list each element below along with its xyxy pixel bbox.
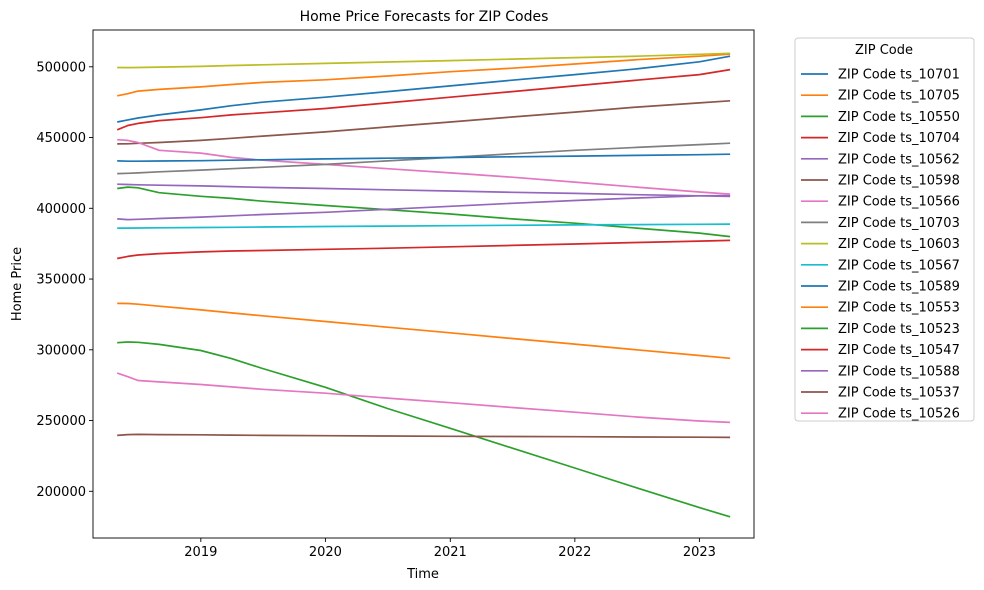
x-axis: 2019 2020 2021 2022 2023 [184, 538, 716, 560]
y-tick-label: 300000 [36, 343, 86, 358]
legend-label-5: ZIP Code ts_10598 [838, 174, 960, 189]
legend-label-15: ZIP Code ts_10537 [838, 386, 960, 401]
series-line-10 [117, 153, 731, 163]
series-line-2 [117, 186, 731, 238]
series-line-11 [117, 302, 731, 360]
series-line-13 [117, 239, 731, 260]
y-tick-label: 350000 [36, 273, 86, 288]
x-tick-label: 2020 [309, 545, 342, 560]
legend-label-1: ZIP Code ts_10705 [838, 89, 960, 104]
legend-items: ZIP Code ts_10701 ZIP Code ts_10705 ZIP Co… [801, 68, 960, 422]
legend-label-12: ZIP Code ts_10523 [838, 322, 960, 337]
chart-title: Home Price Forecasts for ZIP Codes [300, 9, 549, 25]
series-layer [116, 52, 731, 518]
y-axis-label: Home Price [10, 247, 25, 321]
legend-label-14: ZIP Code ts_10588 [838, 364, 960, 379]
series-line-12 [117, 341, 731, 518]
y-tick-label: 400000 [36, 202, 86, 217]
legend-frame [794, 37, 975, 422]
series-line-5 [117, 99, 731, 145]
y-axis: 200000 250000 300000 350000 400000 450000 5000… [36, 60, 93, 500]
legend-label-4: ZIP Code ts_10562 [838, 152, 960, 167]
legend-label-16: ZIP Code ts_10526 [838, 407, 960, 422]
x-tick-label: 2023 [683, 545, 716, 560]
y-tick-label: 250000 [36, 414, 86, 429]
x-tick-label: 2019 [184, 545, 217, 560]
series-line-14 [117, 183, 731, 198]
legend-label-11: ZIP Code ts_10553 [838, 301, 960, 316]
series-line-1 [117, 53, 731, 97]
y-tick-label: 500000 [36, 60, 86, 75]
series-line-16 [116, 372, 731, 424]
series-line-15 [117, 433, 731, 439]
legend-label-3: ZIP Code ts_10704 [838, 131, 960, 146]
series-line-0 [117, 55, 731, 123]
legend-label-0: ZIP Code ts_10701 [838, 68, 960, 83]
series-line-4 [117, 194, 731, 221]
legend-label-13: ZIP Code ts_10547 [838, 343, 960, 358]
x-tick-label: 2021 [434, 545, 467, 560]
y-tick-label: 450000 [36, 131, 86, 146]
legend-label-6: ZIP Code ts_10566 [838, 195, 960, 210]
legend-label-9: ZIP Code ts_10567 [838, 258, 960, 273]
x-tick-label: 2022 [558, 545, 591, 560]
series-line-3 [116, 68, 731, 131]
series-line-8 [117, 52, 731, 69]
plot-area-frame [92, 29, 755, 539]
series-line-9 [117, 223, 731, 229]
legend-label-2: ZIP Code ts_10550 [838, 110, 960, 125]
y-tick-label: 200000 [36, 485, 86, 500]
legend-label-10: ZIP Code ts_10589 [838, 280, 960, 295]
x-axis-label: Time [406, 567, 439, 582]
legend-label-7: ZIP Code ts_10703 [838, 216, 960, 231]
legend-label-8: ZIP Code ts_10603 [838, 237, 960, 252]
series-line-7 [117, 142, 731, 175]
legend-title: ZIP Code [855, 43, 913, 58]
